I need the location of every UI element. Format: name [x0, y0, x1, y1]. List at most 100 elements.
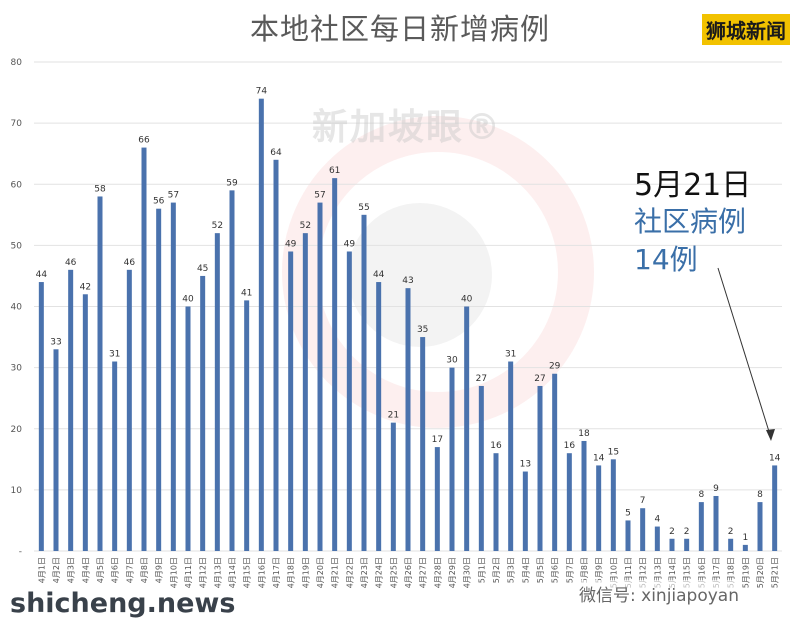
value-label: 18 [578, 429, 590, 439]
x-tick-label: 4月23日 [360, 557, 369, 588]
x-tick-label: 4月15日 [243, 557, 252, 588]
bar [552, 373, 558, 551]
bar [728, 538, 734, 551]
bar [449, 367, 455, 551]
y-tick-label: 30 [11, 364, 23, 374]
bar [317, 202, 323, 551]
footer-wechat: 微信号: xinjiapoyan [576, 580, 742, 607]
value-label: 21 [388, 411, 399, 421]
value-label: 16 [490, 441, 502, 451]
x-tick-label: 5月16日 [697, 557, 706, 588]
value-label: 9 [713, 484, 719, 494]
bar [82, 294, 88, 551]
bar [126, 269, 132, 551]
value-label: 2 [669, 527, 675, 537]
bar [522, 471, 528, 551]
bar [200, 275, 206, 551]
bar [596, 465, 602, 551]
bar [376, 282, 382, 551]
value-label: 33 [50, 337, 61, 347]
x-tick-label: 5月14日 [668, 557, 677, 588]
annotation-arrow-line [717, 267, 772, 439]
y-tick-label: 20 [11, 425, 23, 435]
x-tick-label: 4月6日 [111, 557, 120, 583]
x-axis-labels: 4月1日 4月2日 4月3日 4月4日 4月5日 4月6日 4月7日 4月8日 4月9日 4月10… [37, 557, 779, 588]
bar [244, 300, 250, 551]
x-tick-label: 5月1日 [477, 557, 486, 583]
value-label: 8 [698, 490, 704, 500]
value-label: 44 [373, 270, 385, 280]
x-tick-label: 5月3日 [507, 557, 516, 583]
y-tick-label: - [19, 547, 22, 557]
value-label: 2 [684, 527, 690, 537]
value-label: 40 [182, 295, 194, 305]
x-tick-label: 5月5日 [536, 557, 545, 583]
y-tick-label: 80 [11, 58, 23, 68]
x-tick-label: 4月14日 [228, 557, 237, 588]
x-tick-label: 4月25日 [389, 557, 398, 588]
bar [625, 520, 631, 551]
value-label: 52 [300, 221, 311, 231]
x-tick-label: 4月3日 [67, 557, 76, 583]
bar [390, 422, 396, 551]
x-tick-label: 4月17日 [272, 557, 281, 588]
bar [302, 233, 308, 551]
x-tick-label: 4月1日 [37, 557, 46, 583]
x-tick-label: 4月9日 [155, 557, 164, 583]
bar [214, 233, 220, 551]
value-label: 27 [534, 374, 545, 384]
bar [170, 202, 176, 551]
value-label: 55 [358, 203, 369, 213]
value-label: 27 [476, 374, 487, 384]
x-tick-label: 5月7日 [565, 557, 574, 583]
bar [742, 544, 748, 551]
bar [38, 282, 44, 551]
bar [537, 385, 543, 551]
value-label: 64 [270, 148, 282, 158]
value-label: 35 [417, 325, 428, 335]
annotation-arrow-head [766, 429, 775, 441]
value-label: 57 [168, 191, 179, 201]
y-tick-label: 40 [11, 303, 23, 313]
value-label: 4 [654, 515, 660, 525]
value-label: 5 [625, 508, 631, 518]
bar [713, 495, 719, 551]
value-label: 46 [65, 258, 77, 268]
x-tick-label: 4月26日 [404, 557, 413, 588]
x-tick-label: 4月18日 [287, 557, 296, 588]
value-label: 45 [197, 264, 208, 274]
bar [493, 453, 499, 551]
value-label: 16 [564, 441, 576, 451]
bar [288, 251, 294, 552]
x-tick-label: 4月4日 [81, 557, 90, 583]
x-tick-label: 5月2日 [492, 557, 501, 583]
y-tick-label: 10 [11, 486, 23, 496]
value-label: 49 [285, 239, 297, 249]
bar [508, 361, 514, 551]
bar [669, 538, 675, 551]
bar [229, 190, 235, 552]
bar [97, 196, 103, 551]
value-label: 17 [432, 435, 443, 445]
value-label: 13 [520, 460, 531, 470]
bar [420, 337, 426, 551]
bar [654, 526, 660, 551]
x-tick-label: 4月11日 [184, 557, 193, 588]
x-tick-label: 4月28日 [433, 557, 442, 588]
watermark-logo [282, 116, 594, 428]
bar [757, 502, 763, 551]
value-label: 42 [80, 282, 91, 292]
x-tick-label: 4月24日 [375, 557, 384, 588]
value-label: 43 [402, 276, 413, 286]
footer-site: shicheng.news [10, 588, 236, 619]
x-tick-label: 5月9日 [595, 557, 604, 583]
x-tick-label: 4月8日 [140, 557, 149, 583]
value-label: 49 [344, 239, 356, 249]
x-tick-label: 5月21日 [771, 557, 780, 588]
x-tick-label: 4月30日 [463, 557, 472, 588]
value-label: 58 [94, 184, 106, 194]
bars [38, 98, 778, 552]
x-tick-label: 4月10日 [169, 557, 178, 588]
bar [53, 349, 59, 551]
